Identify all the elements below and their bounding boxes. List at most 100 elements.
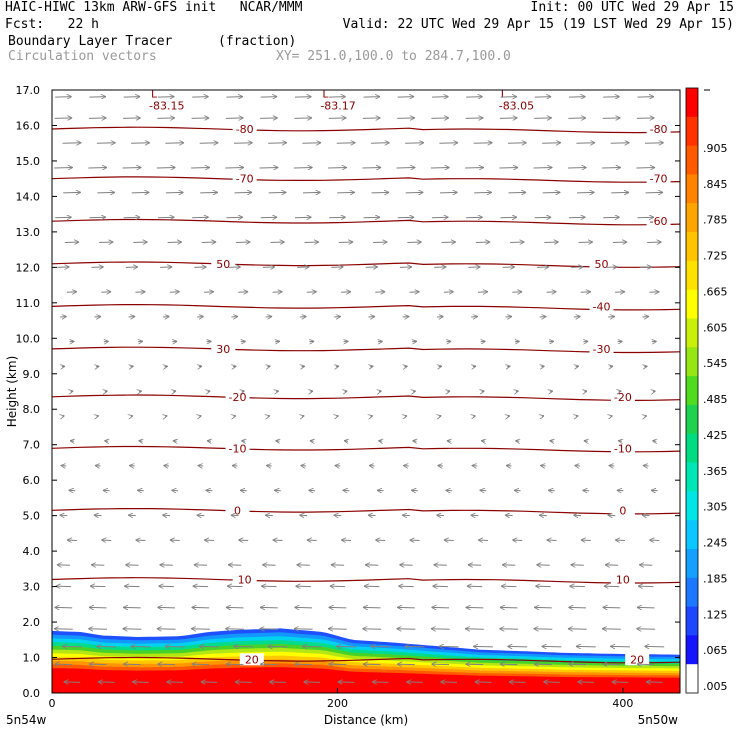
- circulation-vector: [191, 168, 210, 169]
- circulation-vector: [466, 664, 484, 665]
- circulation-vector: [231, 515, 239, 516]
- circulation-vector: [160, 565, 173, 566]
- circulation-vector: [473, 646, 493, 647]
- circulation-vector: [370, 646, 391, 647]
- circulation-vector: [608, 317, 615, 318]
- colorbar-label: .305: [703, 501, 728, 514]
- isotherm-line: [51, 218, 681, 226]
- y-tick-label: 1.0: [23, 652, 41, 665]
- circulation-vector: [265, 515, 273, 516]
- isotherm-label: 30: [216, 343, 230, 356]
- circulation-vector: [362, 118, 381, 119]
- circulation-vector: [206, 490, 213, 491]
- circulation-vector: [363, 217, 381, 218]
- circulation-vector: [89, 97, 106, 98]
- circulation-vector: [125, 565, 139, 566]
- circulation-vector: [240, 490, 247, 491]
- circulation-vector: [165, 366, 168, 367]
- circulation-vector: [643, 466, 649, 467]
- circulation-vector: [54, 168, 73, 169]
- circulation-vector: [228, 565, 242, 566]
- circulation-vector: [482, 391, 485, 392]
- circulation-vector: [378, 441, 382, 442]
- isotherm-line: [51, 577, 681, 584]
- circulation-vector: [617, 490, 624, 491]
- circulation-vector: [157, 217, 175, 218]
- isotherm-line: [51, 126, 681, 134]
- circulation-vector: [405, 646, 425, 647]
- circulation-vector: [573, 317, 581, 318]
- circulation-vector: [172, 341, 177, 342]
- circulation-vector: [372, 682, 389, 683]
- circulation-vector: [299, 317, 307, 318]
- circulation-vector: [466, 217, 483, 218]
- circulation-vector: [329, 97, 346, 98]
- circulation-vector: [101, 540, 112, 541]
- colorbar-segment: [686, 577, 698, 608]
- circulation-vector: [204, 540, 214, 541]
- circulation-vector: [299, 515, 308, 516]
- circulation-vector: [473, 143, 493, 144]
- circulation-vector: [71, 391, 74, 392]
- circulation-vector: [344, 341, 349, 342]
- circulation-vector: [474, 192, 492, 193]
- circulation-vector: [365, 267, 378, 268]
- circulation-vector: [465, 168, 484, 169]
- circulation-vector: [430, 168, 450, 169]
- circulation-vector: [169, 292, 180, 293]
- isotherm-label: -10: [229, 442, 247, 455]
- circulation-vector: [578, 682, 595, 683]
- circulation-vector: [515, 341, 520, 342]
- circulation-vector: [157, 664, 176, 665]
- circulation-vector: [602, 168, 621, 169]
- circulation-vector: [265, 317, 273, 318]
- colorbar-label: .125: [703, 608, 728, 621]
- circulation-vector: [330, 586, 346, 587]
- circulation-vector: [302, 192, 321, 193]
- circulation-vector: [541, 366, 544, 367]
- circulation-vector: [571, 565, 584, 566]
- circulation-vector: [294, 97, 312, 98]
- circulation-vector: [132, 682, 149, 683]
- isotherm-label: -60: [650, 215, 668, 228]
- circulation-vector: [231, 317, 238, 318]
- circulation-vector: [480, 490, 487, 491]
- circulation-vector: [293, 168, 313, 169]
- circulation-vector: [396, 168, 416, 169]
- isotherm-line: [51, 304, 681, 311]
- minimum-value: -83.17: [320, 100, 355, 113]
- isotherm-label-bg: [589, 300, 614, 313]
- y-tick-label: 10.0: [16, 332, 41, 345]
- circulation-vector: [306, 292, 317, 293]
- circulation-vector: [438, 466, 444, 467]
- minimum-symbol: L: [501, 88, 508, 101]
- x-start-location: 5n54w: [6, 713, 47, 727]
- circulation-vector: [104, 441, 108, 442]
- circulation-vector: [328, 168, 347, 169]
- circulation-vector: [260, 629, 279, 630]
- circulation-vector: [276, 441, 280, 442]
- circulation-vector: [583, 490, 590, 491]
- circulation-vector: [268, 192, 287, 193]
- circulation-vector: [57, 267, 69, 268]
- circulation-vector: [443, 292, 454, 293]
- x-tick-label: 200: [327, 697, 348, 710]
- circulation-vector: [478, 540, 489, 541]
- circulation-vector: [294, 217, 312, 218]
- circulation-vector: [585, 391, 588, 392]
- colorbar-segment: [686, 404, 698, 435]
- circulation-vector: [434, 565, 447, 566]
- circulation-vector: [534, 217, 552, 218]
- circulation-vector: [542, 143, 561, 144]
- circulation-vector: [576, 416, 578, 417]
- circulation-vector: [192, 607, 210, 608]
- circulation-vector: [136, 540, 146, 541]
- circulation-vector: [570, 586, 585, 587]
- circulation-vector: [637, 97, 655, 98]
- field-units: (fraction): [218, 34, 297, 49]
- colorbar-segment: [686, 260, 698, 291]
- circulation-vector: [294, 664, 313, 665]
- circulation-vector: [505, 317, 512, 318]
- circulation-vector: [273, 540, 283, 541]
- circulation-vector: [368, 515, 376, 516]
